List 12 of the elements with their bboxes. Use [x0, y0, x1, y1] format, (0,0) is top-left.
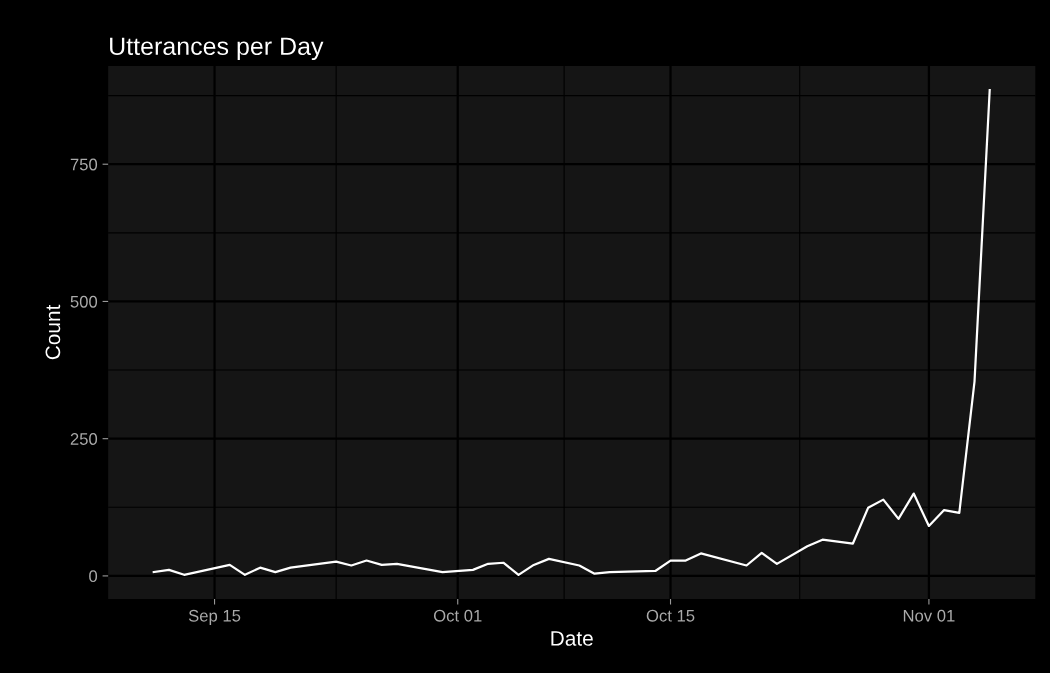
y-tick-label: 0	[89, 570, 98, 583]
x-axis-title: Date	[551, 631, 593, 646]
chart-title: Utterances per Day	[110, 37, 324, 61]
y-tick-label: 500	[70, 295, 98, 308]
x-tick-label: Sep 15	[188, 609, 241, 625]
y-axis-title: Count	[45, 304, 61, 360]
y-tick-label: 750	[70, 158, 98, 171]
x-tick-label: Nov 01	[903, 609, 955, 622]
line-series	[152, 89, 991, 576]
y-tick-label: 250	[70, 433, 98, 445]
x-tick-label: Oct 01	[433, 609, 482, 622]
x-tick-label: Oct 15	[646, 609, 695, 622]
